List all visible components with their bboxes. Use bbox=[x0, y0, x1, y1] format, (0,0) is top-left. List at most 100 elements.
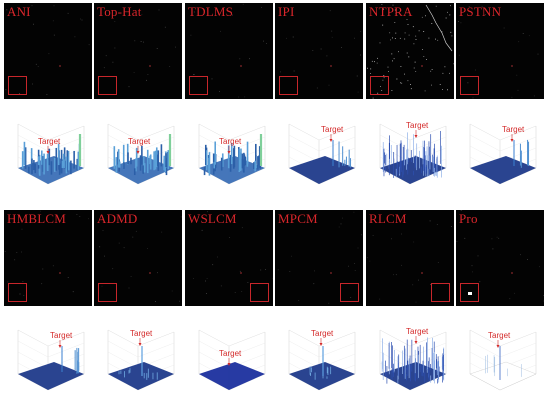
noise-speck bbox=[367, 67, 368, 69]
noise-speck bbox=[415, 71, 417, 72]
plot-frame-top bbox=[379, 329, 447, 347]
noise-speck bbox=[406, 19, 408, 20]
noise-speck bbox=[238, 96, 240, 98]
plot-frame-top bbox=[107, 329, 175, 347]
method-label: IPI bbox=[278, 4, 295, 19]
noise-speck bbox=[509, 298, 511, 300]
surface-plot: Target bbox=[94, 318, 182, 400]
noise-speck bbox=[171, 290, 173, 292]
noise-speck bbox=[53, 5, 55, 7]
surface-plot-canvas: Target bbox=[107, 329, 175, 391]
noise-speck bbox=[374, 61, 375, 63]
noise-speck bbox=[379, 42, 381, 44]
noise-speck bbox=[539, 266, 540, 268]
noise-speck bbox=[180, 216, 182, 218]
noise-speck bbox=[412, 26, 414, 28]
edge-clutter bbox=[425, 4, 453, 52]
noise-speck bbox=[377, 57, 378, 59]
noise-speck bbox=[157, 272, 158, 274]
noise-speck bbox=[14, 259, 16, 261]
target-point bbox=[330, 272, 332, 274]
noise-speck bbox=[350, 297, 352, 298]
noise-speck bbox=[415, 39, 417, 40]
target-annotation: Target bbox=[38, 137, 61, 146]
noise-speck bbox=[289, 271, 291, 272]
noise-speck bbox=[381, 4, 383, 5]
noise-speck bbox=[341, 47, 342, 48]
surface-plot: Target bbox=[185, 112, 273, 194]
noise-speck bbox=[381, 90, 383, 91]
noise-speck bbox=[135, 230, 137, 232]
noise-speck bbox=[543, 295, 544, 296]
noise-speck bbox=[266, 43, 267, 44]
noise-speck bbox=[207, 211, 208, 213]
noise-speck bbox=[370, 68, 372, 70]
noise-speck bbox=[424, 90, 426, 92]
noise-speck bbox=[99, 246, 101, 248]
noise-speck bbox=[407, 80, 409, 82]
surface-plot-canvas: Target bbox=[288, 123, 356, 185]
result-image-panel: ANI bbox=[4, 3, 92, 99]
surface-plot: Target bbox=[4, 112, 92, 194]
noise-speck bbox=[383, 8, 384, 10]
surface-plot-canvas: Target bbox=[198, 123, 266, 185]
background-noise bbox=[280, 10, 362, 93]
noise-speck bbox=[22, 281, 24, 282]
noise-speck bbox=[391, 90, 393, 91]
noise-speck bbox=[313, 283, 315, 285]
noise-speck bbox=[415, 301, 417, 303]
zoom-box bbox=[8, 283, 27, 302]
noise-speck bbox=[286, 37, 287, 39]
noise-speck bbox=[399, 37, 401, 39]
noise-speck bbox=[156, 48, 158, 49]
noise-speck bbox=[481, 5, 483, 7]
surface-plot-canvas: Target bbox=[288, 329, 356, 391]
noise-speck bbox=[81, 19, 83, 21]
noise-speck bbox=[306, 221, 308, 223]
noise-speck bbox=[74, 36, 76, 38]
noise-speck bbox=[207, 8, 209, 9]
noise-speck bbox=[128, 287, 130, 289]
target-arrowhead bbox=[414, 341, 418, 344]
noise-speck bbox=[380, 86, 381, 87]
grid-line bbox=[288, 351, 320, 369]
noise-speck bbox=[23, 295, 25, 296]
target-arrowhead bbox=[329, 139, 333, 142]
method-label: HMBLCM bbox=[7, 211, 66, 226]
noise-speck bbox=[436, 224, 438, 225]
target-annotation: Target bbox=[50, 331, 73, 340]
surface-plot: Target bbox=[366, 112, 454, 194]
grid-line bbox=[409, 342, 447, 358]
noise-speck bbox=[101, 285, 103, 287]
grid-line bbox=[17, 134, 49, 152]
method-label: NTPRA bbox=[369, 4, 413, 19]
noise-speck bbox=[164, 26, 166, 28]
noise-speck bbox=[265, 269, 266, 270]
noise-speck bbox=[430, 70, 432, 72]
zoom-box bbox=[460, 76, 479, 95]
noise-speck bbox=[104, 255, 105, 257]
noise-speck bbox=[392, 4, 394, 6]
noise-speck bbox=[118, 242, 120, 244]
noise-speck bbox=[431, 69, 433, 70]
noise-speck bbox=[477, 255, 479, 257]
noise-speck bbox=[112, 268, 114, 270]
noise-speck bbox=[533, 95, 535, 97]
background-noise bbox=[367, 4, 454, 99]
noise-speck bbox=[388, 12, 390, 13]
surface-plot-canvas: Target bbox=[379, 327, 447, 391]
grid-line bbox=[288, 145, 320, 163]
noise-speck bbox=[147, 248, 148, 249]
target-point bbox=[421, 65, 423, 67]
noise-speck bbox=[370, 73, 371, 74]
result-image-panel: MPCM bbox=[275, 210, 363, 306]
noise-speck bbox=[33, 23, 34, 25]
noise-speck bbox=[206, 278, 208, 279]
result-image-panel: RLCM bbox=[366, 210, 454, 306]
noise-speck bbox=[410, 88, 412, 90]
result-image-panel: PSTNN bbox=[456, 3, 544, 99]
surface-plot: Target bbox=[275, 318, 363, 400]
target-annotation: Target bbox=[488, 331, 511, 340]
target-point bbox=[59, 65, 61, 67]
noise-speck bbox=[401, 82, 403, 84]
